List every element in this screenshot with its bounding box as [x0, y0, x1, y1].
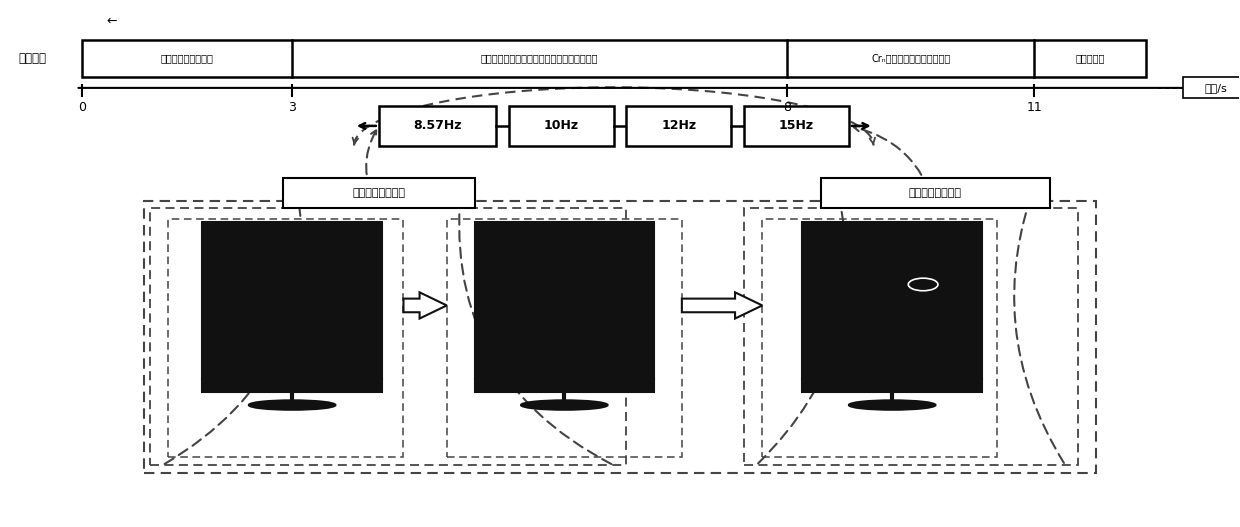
Text: 时间/s: 时间/s	[1204, 83, 1228, 93]
FancyBboxPatch shape	[508, 106, 614, 145]
FancyBboxPatch shape	[1183, 77, 1240, 99]
Text: 15Hz: 15Hz	[779, 120, 813, 132]
Text: 0: 0	[78, 101, 86, 114]
FancyBboxPatch shape	[378, 106, 496, 145]
Text: 实验顺序: 实验顺序	[19, 52, 46, 65]
Ellipse shape	[521, 401, 608, 410]
FancyBboxPatch shape	[821, 178, 1050, 208]
Text: Crₙ检验结果及开关界面呈现: Crₙ检验结果及开关界面呈现	[872, 54, 950, 64]
FancyBboxPatch shape	[802, 379, 982, 392]
FancyBboxPatch shape	[626, 106, 732, 145]
FancyBboxPatch shape	[475, 221, 653, 379]
Text: 10Hz: 10Hz	[543, 120, 579, 132]
Text: 呈现四个刺激单元代表注视位置的白色小圆环: 呈现四个刺激单元代表注视位置的白色小圆环	[481, 54, 599, 64]
Text: ←: ←	[107, 15, 117, 27]
Ellipse shape	[849, 401, 935, 410]
Text: 准备、进入开关界面: 准备、进入开关界面	[160, 54, 213, 64]
Text: 异步眼动开关界面: 异步眼动开关界面	[352, 188, 405, 198]
FancyBboxPatch shape	[202, 379, 382, 392]
Text: 刺激单元呈现界面: 刺激单元呈现界面	[909, 188, 962, 198]
FancyBboxPatch shape	[202, 221, 382, 379]
Text: 3: 3	[288, 101, 296, 114]
Text: 12Hz: 12Hz	[661, 120, 697, 132]
FancyBboxPatch shape	[283, 178, 475, 208]
Polygon shape	[682, 292, 763, 318]
FancyBboxPatch shape	[475, 379, 653, 392]
Text: 8.57Hz: 8.57Hz	[413, 120, 461, 132]
FancyBboxPatch shape	[802, 221, 982, 379]
Text: 下一轮实验: 下一轮实验	[1075, 54, 1105, 64]
Text: 8: 8	[782, 101, 791, 114]
Polygon shape	[403, 292, 446, 318]
FancyBboxPatch shape	[744, 106, 849, 145]
Ellipse shape	[249, 401, 336, 410]
FancyBboxPatch shape	[82, 40, 1146, 77]
Text: 11: 11	[1027, 101, 1043, 114]
